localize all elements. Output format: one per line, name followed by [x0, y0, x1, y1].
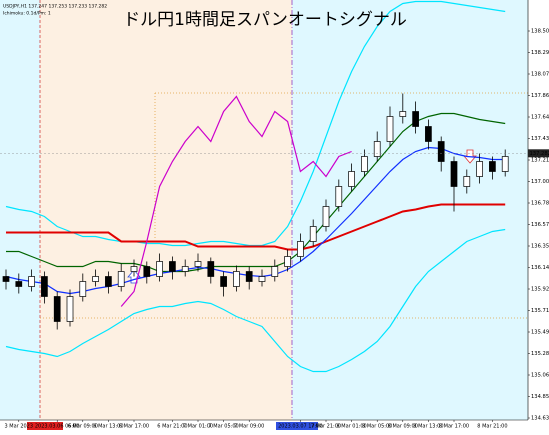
y-tick-label: 137.000 [531, 179, 549, 185]
candle-body [476, 161, 483, 177]
x-tick-label: 8 Mar 21:00 [477, 424, 507, 430]
y-tick-label: 135.925 [531, 287, 549, 293]
symbol-info: USDJPY,H1 137.247 137.253 137.233 137.28… [3, 4, 107, 10]
x-tick-label: 8 Mar 09:00 [388, 424, 418, 430]
indicator-line [6, 112, 506, 273]
candle-body [130, 266, 138, 272]
candle-body [28, 276, 35, 287]
indicator-line [5, 228, 506, 373]
candle-body [335, 186, 343, 207]
last-price-box [528, 149, 549, 158]
candle-body [489, 161, 496, 172]
candle-body [156, 261, 163, 277]
y-tick-label: 137.645 [531, 115, 549, 121]
candle-body [437, 141, 445, 162]
candle-body [92, 276, 99, 282]
x-tick-label: 7 Mar 21:00 [311, 424, 341, 430]
x-tick-label: 8 Mar 01:00 [336, 424, 366, 430]
x-tick-label: 6 Mar 13:00 [93, 424, 123, 430]
last-price-label: 137.282 [530, 151, 549, 157]
y-tick-label: 134.850 [531, 394, 549, 400]
indicator-line [6, 203, 506, 251]
candle-body [271, 266, 279, 277]
x-tick-label: 7 Mar 05:00 [208, 424, 238, 430]
candle-body [463, 176, 471, 187]
candle-body [245, 271, 253, 282]
candle-body [501, 156, 509, 172]
x-tick-label: 6 Mar 17:00 [119, 424, 149, 430]
x-tick-label: 8 Mar 13:00 [413, 424, 443, 430]
candle-body [386, 116, 394, 142]
candle-body [348, 171, 355, 187]
candle-body [450, 161, 458, 187]
y-tick-label: 135.495 [531, 330, 549, 336]
y-tick-label: 138.505 [531, 29, 549, 35]
time-highlight [276, 422, 318, 430]
candle-body [66, 296, 74, 322]
y-tick-label: 137.215 [531, 158, 549, 164]
indicator-line [120, 95, 352, 307]
x-tick-label: 2023.03.06 06:00 [35, 424, 80, 430]
candle-body [41, 276, 48, 297]
chart-title: ドル円1時間足スパンオートシグナル [123, 10, 407, 30]
x-tick-label: 6 Mar 09:00 [68, 424, 98, 430]
y-tick-label: 136.570 [531, 222, 549, 228]
candle-body [181, 266, 189, 272]
candle-body [425, 126, 432, 142]
candle-body [399, 111, 407, 117]
y-tick-label: 138.075 [531, 72, 549, 78]
y-tick-label: 137.430 [531, 136, 549, 142]
candle-body [322, 206, 330, 227]
y-tick-label: 136.355 [531, 244, 549, 250]
plot [0, 0, 528, 373]
x-tick-label: 8 Mar 17:00 [439, 424, 469, 430]
candle-body [233, 271, 240, 287]
candle-body [169, 261, 176, 272]
x-tick-label: 3 Mar 2023 [5, 424, 34, 430]
candle-body [207, 261, 215, 277]
indicator-line [5, 146, 506, 295]
zone-middle [40, 0, 292, 420]
candle-body [194, 261, 202, 267]
candle-body [79, 281, 87, 297]
candle-body [297, 241, 304, 257]
candle-body [220, 276, 227, 287]
candle-body [117, 271, 125, 287]
x-tick-label: 6 Mar 21:00 [157, 424, 187, 430]
x-tick-label: 7 Mar 01:00 [183, 424, 213, 430]
candle-body [309, 226, 317, 242]
y-tick-label: 136.785 [531, 201, 549, 207]
y-tick-label: 135.280 [531, 351, 549, 357]
candle-body [53, 296, 61, 322]
candle-body [284, 256, 291, 267]
candle-body [15, 281, 23, 287]
candle-body [2, 276, 10, 282]
candle-body [143, 266, 151, 277]
candle-body [373, 141, 381, 157]
y-tick-label: 136.140 [531, 265, 549, 271]
y-tick-label: 138.290 [531, 50, 549, 56]
candle-body [258, 276, 266, 282]
candle-body [412, 111, 419, 127]
x-tick-label: 7 Mar 09:00 [234, 424, 264, 430]
candle-body [105, 276, 112, 287]
time-highlight [27, 422, 63, 430]
y-tick-label: 134.635 [531, 416, 549, 422]
y-tick-label: 137.860 [531, 93, 549, 99]
indicator-info: Ichimoku: 0.1d/Pm: 1 [3, 11, 51, 17]
y-tick-label: 135.710 [531, 308, 549, 314]
candle-body [361, 156, 368, 172]
x-tick-label: 2023.03.07 17:00 [278, 424, 323, 430]
x-tick-label: 8 Mar 05:00 [362, 424, 392, 430]
y-tick-label: 135.065 [531, 373, 549, 379]
